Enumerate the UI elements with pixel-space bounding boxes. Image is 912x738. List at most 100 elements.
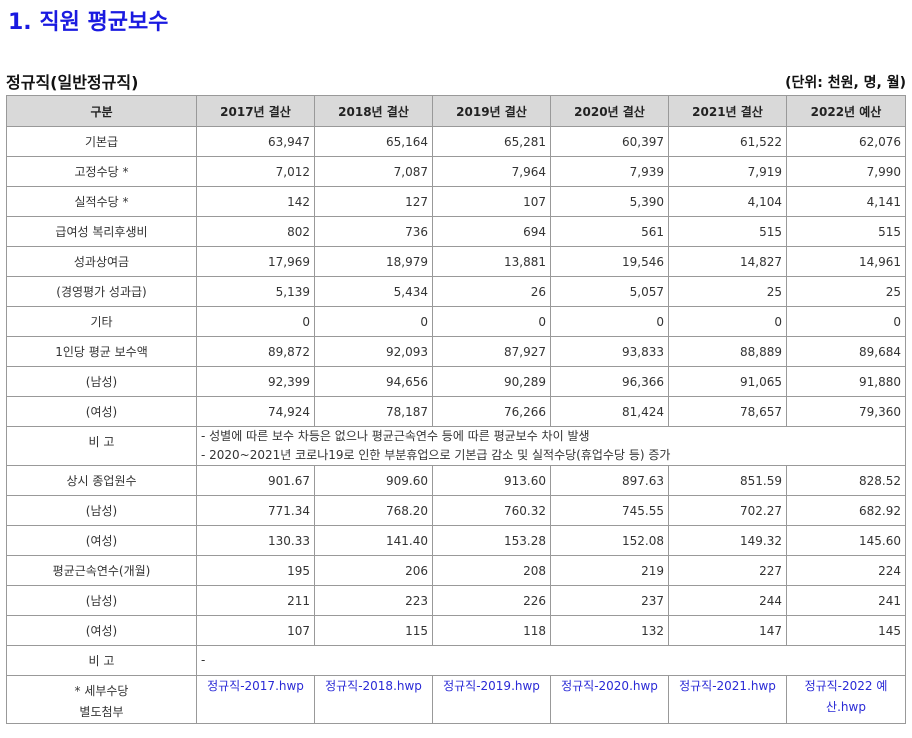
remark-note: - [196, 645, 906, 676]
table-cell: 13,881 [432, 246, 551, 277]
table-cell: 897.63 [550, 465, 669, 496]
table-cell: 771.34 [196, 495, 315, 526]
table-cell: 88,889 [668, 336, 787, 367]
table-cell: 561 [550, 216, 669, 247]
table-cell: 76,266 [432, 396, 551, 427]
table-cell: 118 [432, 615, 551, 646]
salary-table: 구분 2017년 결산 2018년 결산 2019년 결산 2020년 결산 2… [6, 95, 906, 724]
table-cell: 93,833 [550, 336, 669, 367]
table-row: 기타 0 0 0 0 0 0 [6, 306, 906, 337]
table-cell: 19,546 [550, 246, 669, 277]
table-cell: 909.60 [314, 465, 433, 496]
col-header: 2018년 결산 [314, 95, 433, 127]
table-cell: 5,139 [196, 276, 315, 307]
table-cell: 127 [314, 186, 433, 217]
table-cell: 60,397 [550, 126, 669, 157]
table-cell: 0 [786, 306, 906, 337]
col-header: 2022년 예산 [786, 95, 906, 127]
table-cell: 226 [432, 585, 551, 616]
row-label: (여성) [6, 525, 197, 556]
table-cell: 0 [432, 306, 551, 337]
table-cell: 25 [786, 276, 906, 307]
row-label: 기타 [6, 306, 197, 337]
table-cell: 237 [550, 585, 669, 616]
table-cell: 92,093 [314, 336, 433, 367]
table-cell: 5,057 [550, 276, 669, 307]
table-cell: 65,164 [314, 126, 433, 157]
attachment-link[interactable]: 정규직-2021.hwp [679, 679, 776, 693]
table-cell: 25 [668, 276, 787, 307]
table-cell: 17,969 [196, 246, 315, 277]
table-cell: 132 [550, 615, 669, 646]
table-cell: 0 [550, 306, 669, 337]
table-cell: 745.55 [550, 495, 669, 526]
remark-note: - 성별에 따른 보수 차등은 없으나 평균근속연수 등에 따른 평균보수 차이… [196, 426, 906, 466]
table-cell: 702.27 [668, 495, 787, 526]
table-cell: 87,927 [432, 336, 551, 367]
row-label: 실적수당 * [6, 186, 197, 217]
table-cell: 0 [314, 306, 433, 337]
table-cell: 14,827 [668, 246, 787, 277]
attachment-link[interactable]: 정규직-2017.hwp [207, 679, 304, 693]
table-cell: 130.33 [196, 525, 315, 556]
table-cell: 828.52 [786, 465, 906, 496]
table-cell: 4,141 [786, 186, 906, 217]
attachment-link[interactable]: 정규직-2019.hwp [443, 679, 540, 693]
remark-line: - 2020~2021년 코로나19로 인한 부분휴업으로 기본급 감소 및 실… [201, 448, 671, 462]
table-cell: 7,087 [314, 156, 433, 187]
row-label: (남성) [6, 585, 197, 616]
table-cell: 223 [314, 585, 433, 616]
attachment-cell: 정규직-2021.hwp [668, 675, 787, 724]
row-label: (여성) [6, 396, 197, 427]
table-cell: 224 [786, 555, 906, 586]
row-label: 1인당 평균 보수액 [6, 336, 197, 367]
page-title: 1. 직원 평균보수 [8, 10, 169, 35]
table-cell: 91,065 [668, 366, 787, 397]
row-label: 비 고 [6, 426, 197, 466]
table-row: (경영평가 성과급) 5,139 5,434 26 5,057 25 25 [6, 276, 906, 307]
table-row: 성과상여금 17,969 18,979 13,881 19,546 14,827 14,96… [6, 246, 906, 277]
attachment-link[interactable]: 정규직-2020.hwp [561, 679, 658, 693]
table-cell: 65,281 [432, 126, 551, 157]
table-cell: 94,656 [314, 366, 433, 397]
attachment-cell: 정규직-2019.hwp [432, 675, 551, 724]
table-cell: 79,360 [786, 396, 906, 427]
table-cell: 149.32 [668, 525, 787, 556]
table-cell: 760.32 [432, 495, 551, 526]
row-label: 비 고 [6, 645, 197, 676]
table-cell: 851.59 [668, 465, 787, 496]
table-cell: 227 [668, 555, 787, 586]
table-row: (남성) 771.34 768.20 760.32 745.55 702.27 682.92 [6, 495, 906, 526]
table-cell: 107 [196, 615, 315, 646]
table-cell: 694 [432, 216, 551, 247]
table-cell: 152.08 [550, 525, 669, 556]
row-label: * 세부수당 별도첨부 [6, 675, 197, 724]
row-label: (여성) [6, 615, 197, 646]
table-cell: 682.92 [786, 495, 906, 526]
table-cell: 91,880 [786, 366, 906, 397]
row-label: 급여성 복리후생비 [6, 216, 197, 247]
table-cell: 107 [432, 186, 551, 217]
attachment-label: * 세부수당 [74, 684, 129, 698]
table-row: (남성) 92,399 94,656 90,289 96,366 91,065 91,880 [6, 366, 906, 397]
table-row: (여성) 107 115 118 132 147 145 [6, 615, 906, 646]
table-cell: 145 [786, 615, 906, 646]
attachment-cell: 정규직-2020.hwp [550, 675, 669, 724]
table-cell: 142 [196, 186, 315, 217]
row-label: (남성) [6, 366, 197, 397]
unit-note: (단위: 천원, 명, 월) [785, 75, 906, 91]
table-row: 급여성 복리후생비 802 736 694 561 515 515 [6, 216, 906, 247]
remark-line: - 성별에 따른 보수 차등은 없으나 평균근속연수 등에 따른 평균보수 차이… [201, 429, 590, 443]
table-cell: 61,522 [668, 126, 787, 157]
attachment-link[interactable]: 정규직-2018.hwp [325, 679, 422, 693]
table-row: 기본급 63,947 65,164 65,281 60,397 61,522 62,076 [6, 126, 906, 157]
table-cell: 4,104 [668, 186, 787, 217]
table-row: 상시 종업원수 901.67 909.60 913.60 897.63 851.59 828… [6, 465, 906, 496]
table-cell: 141.40 [314, 525, 433, 556]
col-header: 2019년 결산 [432, 95, 551, 127]
col-header: 구분 [6, 95, 197, 127]
attachment-link[interactable]: 정규직-2022 예산.hwp [804, 679, 888, 714]
table-row: (여성) 130.33 141.40 153.28 152.08 149.32 145.60 [6, 525, 906, 556]
table-cell: 195 [196, 555, 315, 586]
table-cell: 208 [432, 555, 551, 586]
